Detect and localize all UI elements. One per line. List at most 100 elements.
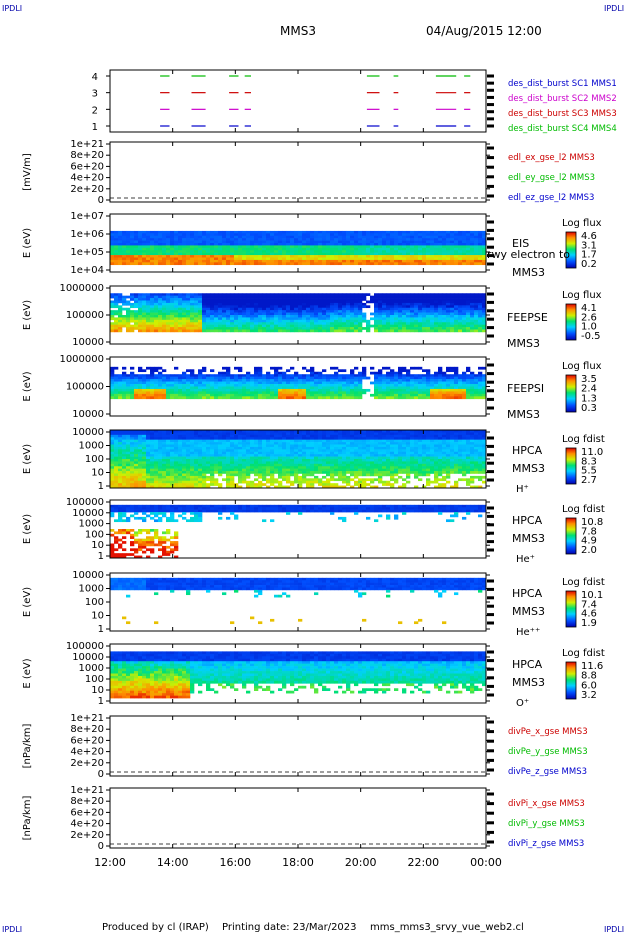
feepse-cell xyxy=(474,324,479,328)
feepsi-cell xyxy=(174,386,179,390)
feepse-cell xyxy=(298,322,303,325)
feepsi-cell xyxy=(238,393,243,397)
hpca_h-cell xyxy=(214,468,219,472)
hpca_h-cell xyxy=(130,432,135,436)
feepse-cell xyxy=(222,302,227,306)
hpca_h-cell xyxy=(166,456,171,460)
eis-cell xyxy=(354,250,359,253)
eis-cell xyxy=(142,230,147,234)
feepsi-cell xyxy=(474,396,479,400)
hpca_h-cell xyxy=(126,451,131,455)
feepse-cell xyxy=(326,310,331,313)
feepse-cell xyxy=(166,322,171,325)
eis-cell xyxy=(246,259,251,263)
edp-side-marker xyxy=(487,175,494,179)
eis-cell xyxy=(174,240,179,244)
feepse-cell xyxy=(362,305,367,309)
feepsi-cell xyxy=(234,386,239,390)
feepsi-cell xyxy=(482,396,487,400)
hpca_h-cell xyxy=(118,432,123,436)
hpca_h-cell xyxy=(190,485,195,489)
eis-cell xyxy=(482,252,487,256)
feepse-cell xyxy=(322,317,327,321)
feepse-cell xyxy=(354,298,359,301)
feepsi-cell xyxy=(266,381,271,385)
eis-cell xyxy=(414,259,419,263)
hpca_h-cell xyxy=(182,437,187,440)
feepsi-cell xyxy=(482,374,487,377)
feepse-cell xyxy=(226,310,231,313)
feepse-cell xyxy=(350,324,355,328)
feepse-cell xyxy=(190,307,195,311)
feepsi-cell xyxy=(358,393,363,397)
hpca_h-cell xyxy=(122,468,127,472)
eis-cell xyxy=(458,257,463,261)
feepse-cell xyxy=(198,295,203,299)
eis-cell xyxy=(338,243,343,246)
eis-cell xyxy=(354,259,359,263)
feepse-cell xyxy=(226,315,231,318)
feepsi-cell xyxy=(394,384,399,387)
eis-cell xyxy=(270,240,275,244)
hpca_h-cell xyxy=(122,471,127,474)
hpca_h-cell xyxy=(162,466,167,469)
feepsi-cell xyxy=(230,386,235,390)
eis-cell xyxy=(402,255,407,258)
feepsi-cell xyxy=(362,374,367,377)
feepsi-cell xyxy=(162,384,167,387)
feepse-cell xyxy=(482,300,487,304)
hpca_h-cell xyxy=(258,446,263,450)
feepse-cell xyxy=(310,310,315,313)
feepsi-cell xyxy=(182,396,187,400)
eis-cell xyxy=(434,262,439,266)
eis-cell xyxy=(270,247,275,251)
hpca_h-cell xyxy=(146,466,151,469)
hpca_h-cell xyxy=(182,480,187,484)
feepse-cell xyxy=(378,300,383,304)
feepse-cell xyxy=(326,317,331,321)
feepse-cell xyxy=(110,302,115,306)
eis-cell xyxy=(186,262,191,266)
feepse-cell xyxy=(122,322,127,325)
feepse-cell xyxy=(162,300,167,304)
feepsi-cell xyxy=(326,396,331,400)
eis-cell xyxy=(226,235,231,239)
feepse-cell xyxy=(358,319,363,323)
feepsi-cell xyxy=(346,386,351,390)
hpca_h-cell xyxy=(254,444,259,448)
feepse-cell xyxy=(170,317,175,321)
feepsi-cell xyxy=(326,374,331,377)
feepse-cell xyxy=(346,298,351,301)
feepsi-cell xyxy=(178,381,183,385)
feepsi-cell xyxy=(390,381,395,385)
eis-cell xyxy=(450,250,455,253)
feepse-cell xyxy=(466,315,471,318)
eis-cell xyxy=(118,247,123,251)
eis-cell xyxy=(338,252,343,256)
feepse-cell xyxy=(306,329,311,333)
eis-cell xyxy=(358,262,363,266)
feepse-cell xyxy=(314,293,319,296)
eis-cell xyxy=(202,235,207,239)
eis-cell xyxy=(378,233,383,237)
eis-cell xyxy=(234,245,239,249)
feepse-cell xyxy=(126,322,131,325)
hpca_h-cell xyxy=(258,466,263,469)
feepse-cell xyxy=(366,305,371,309)
hpca_h-cell xyxy=(186,442,191,445)
feepse-cell xyxy=(154,310,159,313)
hpca_h-cell xyxy=(230,483,235,486)
feepsi-cell xyxy=(346,374,351,377)
hpca_h-cell xyxy=(186,444,191,448)
eis-cell xyxy=(442,243,447,246)
eis-cell xyxy=(174,235,179,239)
eis-cell xyxy=(282,255,287,258)
eis-cell xyxy=(306,240,311,244)
hpca_h-cell xyxy=(206,434,211,438)
feepse-cell xyxy=(326,293,331,296)
feepse-cell xyxy=(262,317,267,321)
feepsi-cell xyxy=(186,379,191,382)
eis-cell xyxy=(162,230,167,234)
eis-cell xyxy=(234,255,239,258)
